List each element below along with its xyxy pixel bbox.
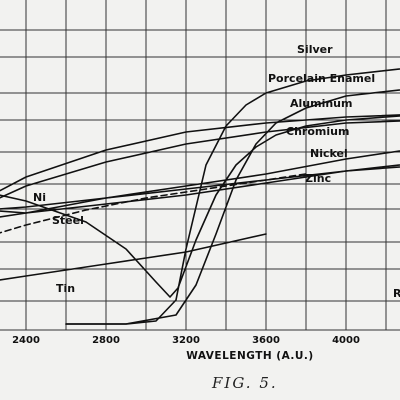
series-label-zinc: Zinc bbox=[305, 172, 331, 185]
series-label-ni: Ni bbox=[33, 191, 46, 204]
series-labels: Silver Porcelain Enamel Aluminum Chromium Ni… bbox=[33, 43, 375, 295]
series-label-steel: Steel bbox=[52, 214, 84, 227]
series-label-nickel: Nickel bbox=[310, 147, 348, 160]
x-tick-label: 3200 bbox=[172, 335, 200, 346]
series-line-nickel bbox=[0, 150, 400, 218]
series-line-unlabeled bbox=[0, 115, 400, 298]
x-axis-title: WAVELENGTH (A.U.) bbox=[186, 350, 313, 362]
series-line-zinc bbox=[0, 166, 400, 210]
x-tick-label: 4000 bbox=[332, 335, 360, 346]
series-line-chromium bbox=[0, 120, 400, 199]
series-label-silver: Silver bbox=[297, 43, 333, 56]
series-line-aluminum bbox=[0, 114, 400, 192]
series-label-chromium: Chromium bbox=[286, 125, 349, 138]
x-tick-label: 2800 bbox=[92, 335, 120, 346]
edge-label: R bbox=[393, 287, 400, 300]
series-line-steel bbox=[0, 173, 307, 234]
series-lines bbox=[0, 68, 400, 325]
series-line-ni bbox=[0, 164, 400, 214]
series-label-porcelain-enamel: Porcelain Enamel bbox=[268, 72, 375, 85]
series-label-tin: Tin bbox=[56, 282, 75, 295]
series-line-tin bbox=[0, 233, 267, 281]
series-label-aluminum: Aluminum bbox=[290, 97, 352, 110]
x-tick-labels: 2400280032003600400044004800 bbox=[12, 335, 360, 346]
figure-caption: FIG. 5. bbox=[211, 374, 278, 392]
x-tick-label: 3600 bbox=[252, 335, 280, 346]
series-line-porcelain-enamel bbox=[65, 89, 400, 325]
x-tick-label: 2400 bbox=[12, 335, 40, 346]
grid-lines bbox=[0, 0, 400, 331]
